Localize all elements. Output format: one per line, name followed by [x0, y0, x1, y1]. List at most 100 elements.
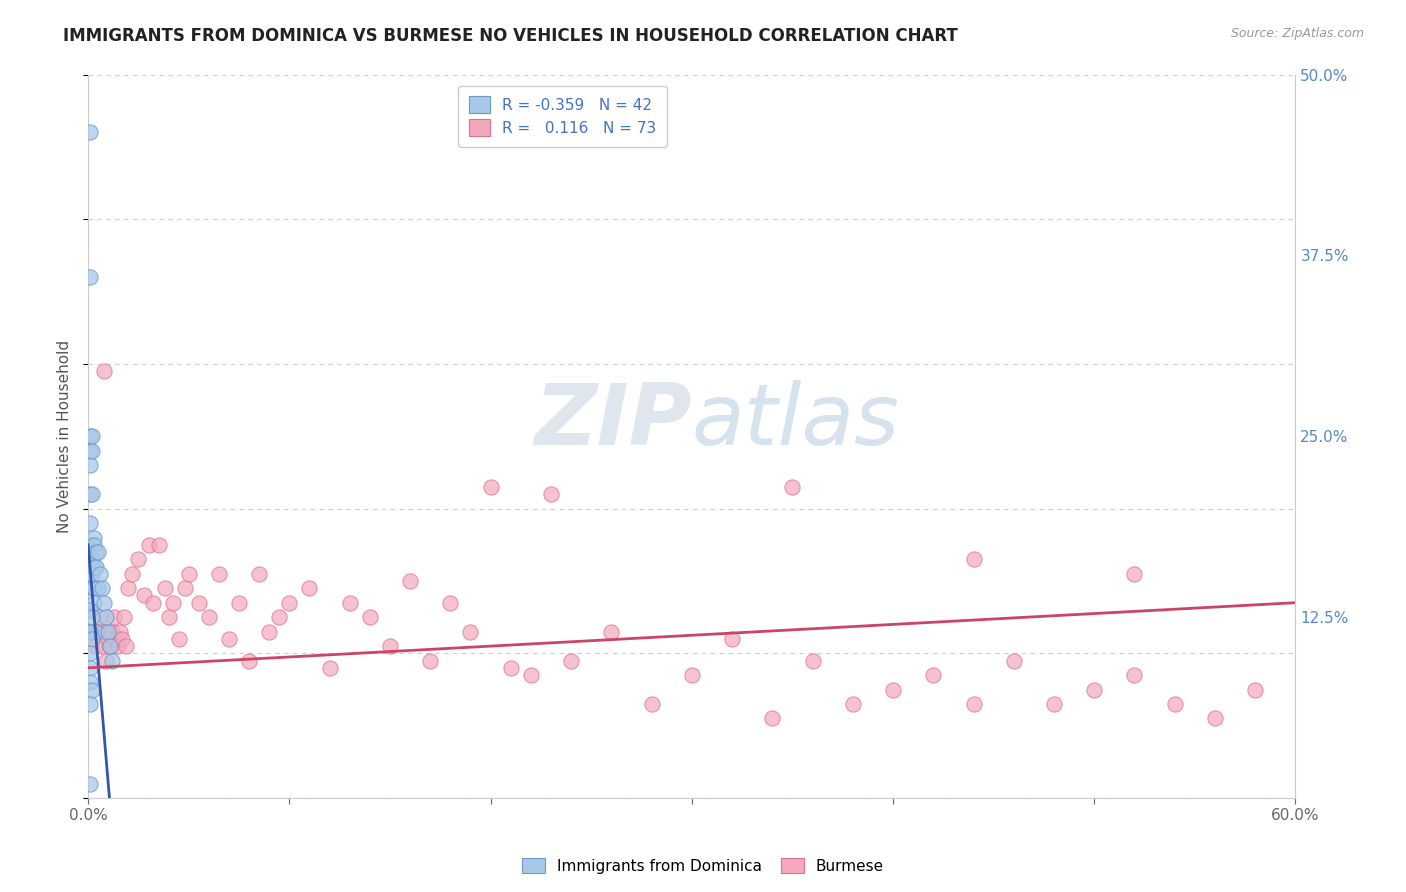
Point	[298, 581, 321, 595]
Point	[79, 624, 101, 639]
Point	[79, 429, 101, 443]
Point	[83, 596, 105, 610]
Point	[93, 624, 115, 639]
Point	[84, 559, 107, 574]
Point	[278, 596, 301, 610]
Point	[269, 610, 291, 624]
Point	[399, 574, 422, 588]
Point	[198, 610, 221, 624]
Point	[138, 538, 160, 552]
Point	[187, 596, 209, 610]
Point	[1083, 682, 1105, 697]
Point	[79, 487, 101, 501]
Point	[127, 552, 149, 566]
Point	[98, 639, 121, 653]
Point	[98, 639, 121, 653]
Point	[89, 610, 111, 624]
Point	[148, 538, 170, 552]
Point	[97, 624, 120, 639]
Legend: Immigrants from Dominica, Burmese: Immigrants from Dominica, Burmese	[516, 852, 890, 880]
Point	[1043, 697, 1066, 711]
Point	[103, 610, 125, 624]
Point	[79, 443, 101, 458]
Point	[247, 566, 270, 581]
Point	[83, 559, 105, 574]
Point	[83, 624, 105, 639]
Point	[761, 711, 783, 725]
Point	[87, 581, 110, 595]
Point	[842, 697, 865, 711]
Point	[782, 480, 804, 494]
Point	[82, 682, 104, 697]
Point	[681, 668, 703, 682]
Point	[162, 596, 184, 610]
Point	[228, 596, 250, 610]
Point	[962, 697, 984, 711]
Point	[359, 610, 381, 624]
Point	[87, 624, 110, 639]
Point	[87, 545, 110, 559]
Point	[560, 654, 582, 668]
Legend: R = -0.359   N = 42, R =   0.116   N = 73: R = -0.359 N = 42, R = 0.116 N = 73	[458, 86, 668, 146]
Point	[82, 632, 104, 646]
Point	[105, 632, 128, 646]
Point	[83, 538, 105, 552]
Point	[79, 697, 101, 711]
Point	[79, 675, 101, 690]
Point	[499, 661, 522, 675]
Point	[520, 668, 543, 682]
Point	[79, 624, 101, 639]
Point	[79, 661, 101, 675]
Point	[82, 429, 104, 443]
Point	[540, 487, 562, 501]
Point	[82, 552, 104, 566]
Point	[82, 624, 104, 639]
Point	[134, 589, 156, 603]
Point	[1204, 711, 1226, 725]
Point	[378, 639, 401, 653]
Point	[79, 516, 101, 530]
Point	[153, 581, 176, 595]
Point	[640, 697, 662, 711]
Point	[96, 654, 118, 668]
Point	[1123, 566, 1146, 581]
Point	[83, 581, 105, 595]
Text: Source: ZipAtlas.com: Source: ZipAtlas.com	[1230, 27, 1364, 40]
Point	[1244, 682, 1267, 697]
Point	[82, 443, 104, 458]
Point	[79, 538, 101, 552]
Point	[922, 668, 945, 682]
Point	[318, 661, 340, 675]
Point	[1002, 654, 1025, 668]
Point	[79, 646, 101, 660]
Point	[238, 654, 260, 668]
Text: ZIP: ZIP	[534, 380, 692, 463]
Point	[79, 776, 101, 790]
Point	[439, 596, 461, 610]
Point	[208, 566, 231, 581]
Point	[173, 581, 195, 595]
Text: IMMIGRANTS FROM DOMINICA VS BURMESE NO VEHICLES IN HOUSEHOLD CORRELATION CHART: IMMIGRANTS FROM DOMINICA VS BURMESE NO V…	[63, 27, 957, 45]
Point	[339, 596, 361, 610]
Point	[84, 545, 107, 559]
Point	[89, 566, 111, 581]
Point	[82, 566, 104, 581]
Point	[91, 639, 114, 653]
Point	[97, 632, 120, 646]
Point	[460, 624, 482, 639]
Point	[111, 632, 134, 646]
Point	[115, 639, 138, 653]
Point	[101, 624, 124, 639]
Point	[79, 270, 101, 285]
Point	[96, 610, 118, 624]
Y-axis label: No Vehicles in Household: No Vehicles in Household	[58, 340, 72, 533]
Point	[962, 552, 984, 566]
Point	[218, 632, 240, 646]
Point	[79, 125, 101, 139]
Point	[82, 581, 104, 595]
Point	[82, 538, 104, 552]
Point	[82, 610, 104, 624]
Point	[117, 581, 139, 595]
Point	[112, 610, 135, 624]
Point	[110, 624, 132, 639]
